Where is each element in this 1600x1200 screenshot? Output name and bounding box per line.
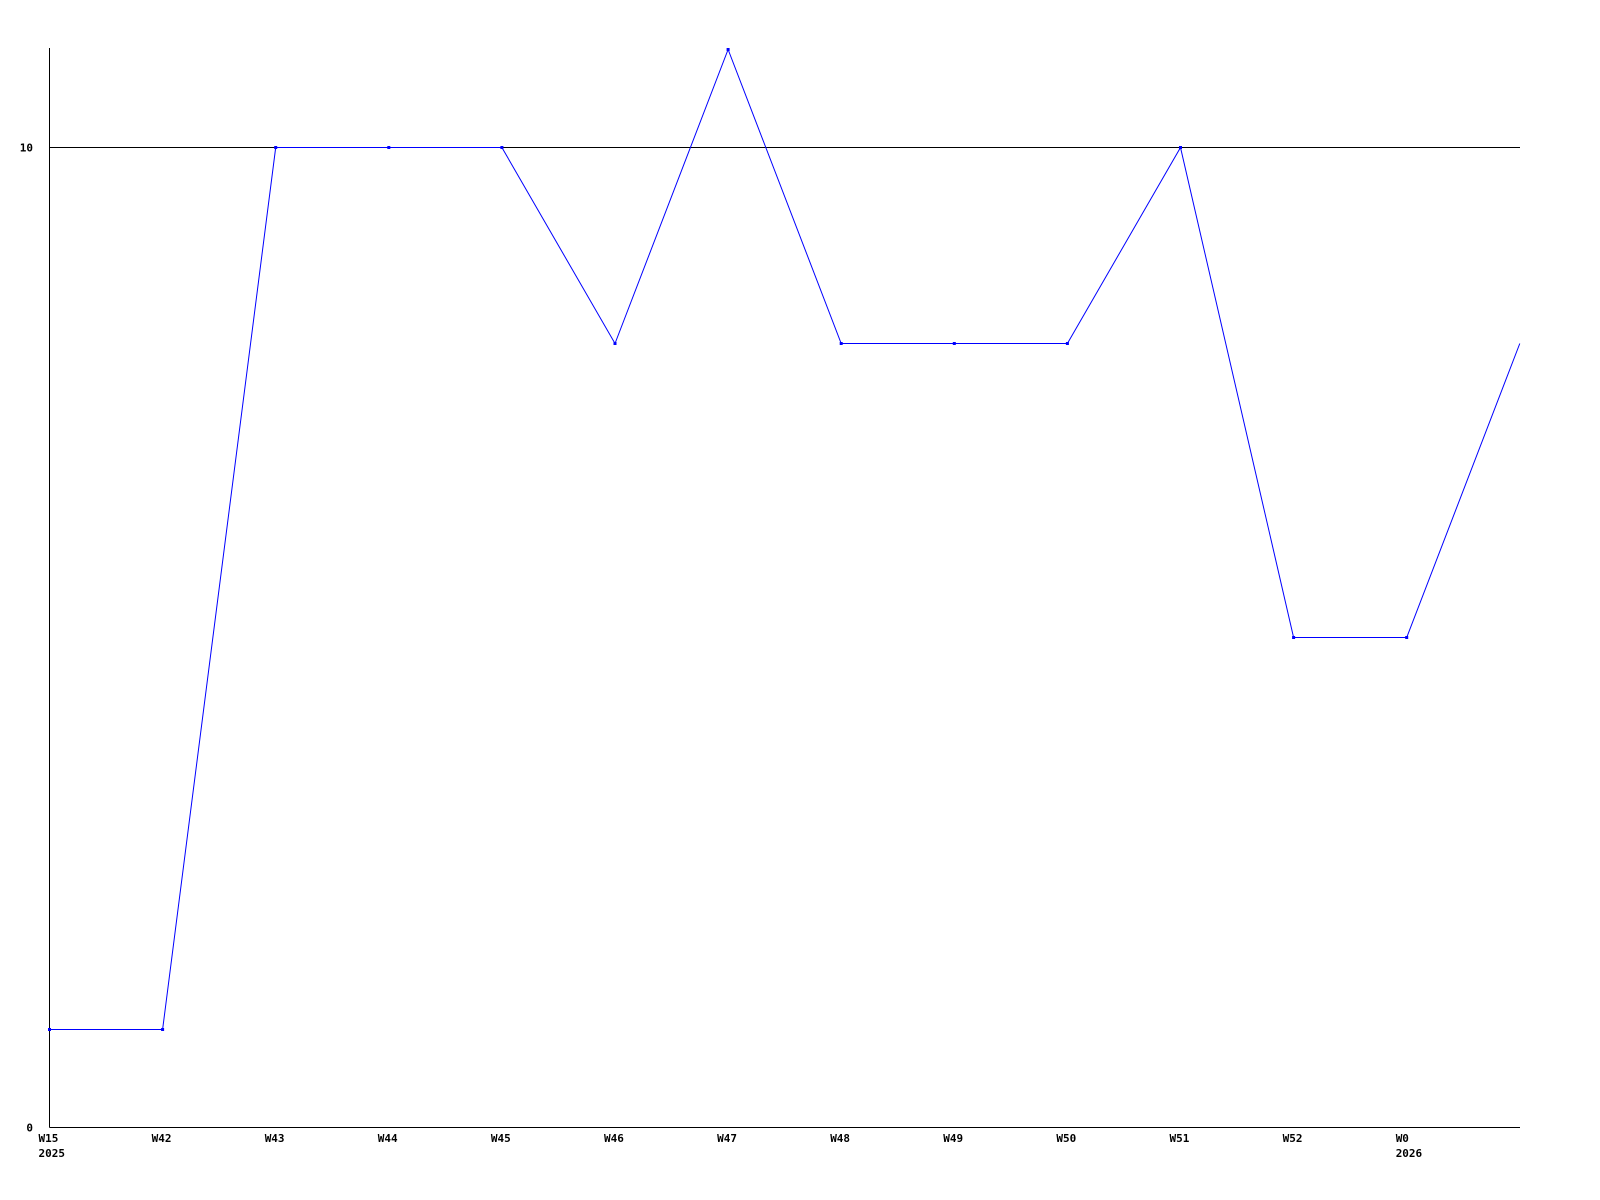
data-point (839, 342, 843, 345)
data-point (1179, 146, 1182, 149)
x-tick-sublabel: 2025 (39, 1147, 66, 1160)
x-tick-label: W15 (39, 1132, 59, 1145)
data-point (1292, 636, 1296, 639)
x-tick-label: W50 (1056, 1132, 1076, 1145)
data-point (952, 342, 956, 345)
data-point (161, 1028, 165, 1031)
data-point (726, 48, 730, 51)
series-line (49, 48, 1521, 1030)
x-tick-sublabel: 2026 (1396, 1147, 1423, 1160)
x-tick-label: W47 (717, 1132, 737, 1145)
data-point (613, 342, 617, 345)
x-tick-label: W44 (378, 1132, 398, 1145)
x-tick-label: W0 (1396, 1132, 1409, 1145)
y-tick-label: 0 (26, 1122, 33, 1135)
data-point (387, 146, 391, 149)
x-tick-label: W46 (604, 1132, 624, 1145)
data-point (1405, 636, 1409, 639)
x-tick-label: W49 (943, 1132, 963, 1145)
x-tick-label: W51 (1170, 1132, 1190, 1145)
x-tick-label: W45 (491, 1132, 511, 1145)
data-point (48, 1028, 51, 1031)
data-point (274, 146, 278, 149)
x-tick-label: W48 (830, 1132, 850, 1145)
data-point (1065, 342, 1069, 345)
y-tick-label: 10 (20, 142, 33, 155)
x-tick-label: W42 (152, 1132, 172, 1145)
x-tick-label: W52 (1283, 1132, 1303, 1145)
data-point (500, 146, 504, 149)
x-tick-label: W43 (265, 1132, 285, 1145)
